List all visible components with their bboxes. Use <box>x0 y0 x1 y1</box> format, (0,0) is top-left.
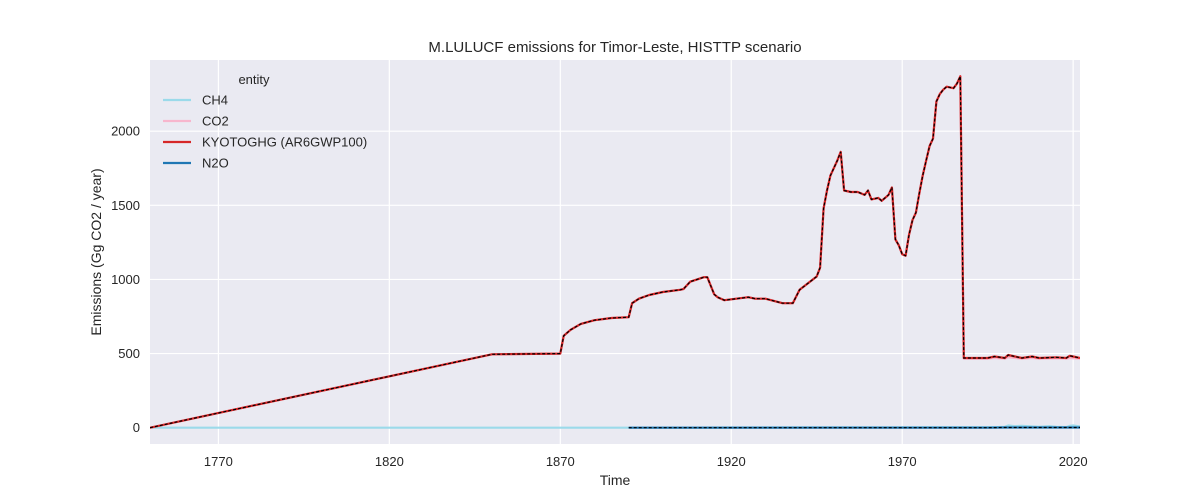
series-overlay-kyotoghg-ar6gwp100 <box>150 76 1080 429</box>
legend: entity CH4 CO2 KYOTOGHG (AR6GWP100) N2O <box>163 72 367 171</box>
plot-background <box>150 60 1080 444</box>
legend-label-co2: CO2 <box>202 114 229 129</box>
chart-title: M.LULUCF emissions for Timor-Leste, HIST… <box>428 39 801 56</box>
legend-label-ch4: CH4 <box>202 93 228 108</box>
y-tick-label: 0 <box>133 420 140 435</box>
y-tick-label: 1000 <box>111 272 140 287</box>
legend-entries: CH4 CO2 KYOTOGHG (AR6GWP100) N2O <box>163 93 367 171</box>
x-axis-label: Time <box>600 472 631 488</box>
legend-label-kyotoghg-ar6gwp100: KYOTOGHG (AR6GWP100) <box>202 135 367 150</box>
y-axis-ticks: 0 500 1000 1500 2000 <box>111 124 140 436</box>
y-tick-label: 2000 <box>111 124 140 139</box>
x-tick-label: 1970 <box>888 454 917 469</box>
x-tick-label: 1920 <box>717 454 746 469</box>
x-axis-ticks: 1770 1820 1870 1920 1970 2020 <box>204 454 1088 469</box>
y-axis-label: Emissions (Gg CO2 / year) <box>88 168 104 335</box>
x-tick-label: 1770 <box>204 454 233 469</box>
series-lines <box>150 75 1080 429</box>
legend-label-n2o: N2O <box>202 156 229 171</box>
y-tick-label: 500 <box>118 346 140 361</box>
x-tick-label: 1870 <box>546 454 575 469</box>
x-tick-label: 2020 <box>1059 454 1088 469</box>
legend-title: entity <box>238 72 270 87</box>
x-tick-label: 1820 <box>375 454 404 469</box>
y-tick-label: 1500 <box>111 198 140 213</box>
